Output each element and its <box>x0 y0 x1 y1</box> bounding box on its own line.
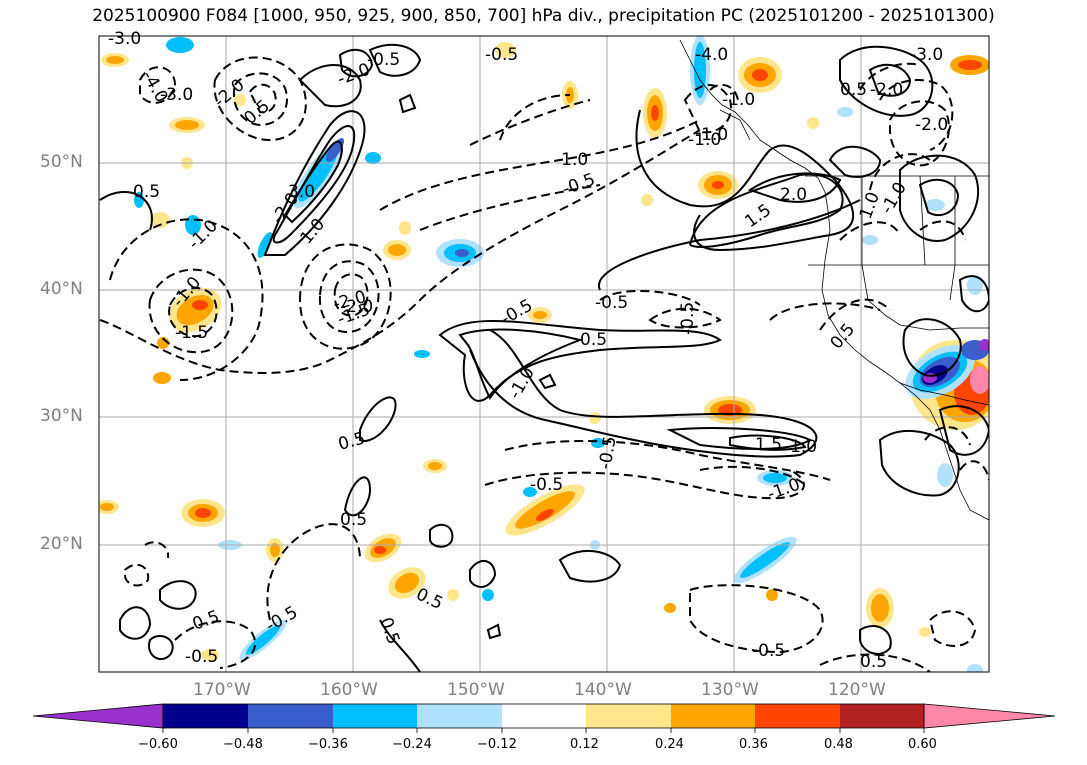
contour-label: -0.5 <box>678 302 698 335</box>
figure-title: 2025100900 F084 [1000, 950, 925, 900, 85… <box>92 6 995 26</box>
colorbar-segment <box>671 704 755 728</box>
contour-label: 1.5 <box>755 435 782 455</box>
colorbar-segment <box>32 703 164 729</box>
lon-label: 120°W <box>828 680 886 700</box>
contour-label: -3.0 <box>108 29 141 49</box>
contour-label: -1.0 <box>722 90 755 110</box>
contour-label: -2.0 <box>915 115 948 135</box>
contours-positive <box>99 43 989 672</box>
contours-negative <box>99 56 989 672</box>
colorbar-tick-label: −0.12 <box>477 737 517 752</box>
lon-label: 170°W <box>193 680 251 700</box>
colorbar-segment <box>333 704 417 728</box>
colorbar-tick-label: 0.12 <box>570 737 599 752</box>
lon-label: 160°W <box>320 680 378 700</box>
contour-label: 0.5 <box>340 510 367 530</box>
colorbar-tick-label: 0.48 <box>824 737 853 752</box>
contour-label: -3.0 <box>910 45 943 65</box>
coastlines <box>679 39 989 521</box>
colorbar-tick-label: 0.24 <box>655 737 684 752</box>
lon-label: 150°W <box>447 680 505 700</box>
contour-label: -0.5 <box>485 45 518 65</box>
contour-label: -0.5 <box>185 647 218 667</box>
colorbar-tick-label: −0.36 <box>308 737 348 752</box>
contour-label: 1.0 <box>790 437 817 457</box>
colorbar <box>32 703 1056 733</box>
contour-label: -0.5 <box>595 293 628 313</box>
contour-label: -1.0 <box>688 130 721 150</box>
contour-label-layer: -3.0 -4.0 -3.0 -2.0 0.5 -2.0 -0.5 -0.5 -… <box>108 29 948 672</box>
colorbar-tick-label: 0.36 <box>739 737 768 752</box>
colorbar-segment <box>502 704 586 728</box>
colorbar-segment <box>755 704 840 728</box>
contour-label: -1.0 <box>555 150 588 170</box>
contour-label: -1.0 <box>695 125 728 145</box>
contour-label: -2.0 <box>870 80 903 100</box>
colorbar-segment <box>417 704 502 728</box>
colorbar-segment <box>923 703 1056 729</box>
colorbar-segment <box>163 704 248 728</box>
colorbar-segment <box>586 704 671 728</box>
contour-label: 3.0 <box>288 182 315 202</box>
contour-label: -3.0 <box>160 85 193 105</box>
lat-label: 30°N <box>40 406 83 426</box>
contour-label: -4.0 <box>695 45 728 65</box>
contour-label: -1.5 <box>175 323 208 343</box>
contour-label: -2.0 <box>340 297 373 317</box>
lon-label: 140°W <box>574 680 632 700</box>
contour-label: -0.5 <box>367 50 400 70</box>
lat-label: 20°N <box>40 534 83 554</box>
gridlines <box>99 36 989 672</box>
colorbar-tick-label: −0.24 <box>392 737 432 752</box>
contour-label: 0.5 <box>860 652 887 672</box>
colorbar-segment <box>248 704 333 728</box>
contour-label: -0.5 <box>530 475 563 495</box>
lon-label: 130°W <box>701 680 759 700</box>
lat-label: 40°N <box>40 279 83 299</box>
map-frame <box>98 35 990 673</box>
colorbar-tick-label: −0.48 <box>223 737 263 752</box>
contour-label: 2.0 <box>780 185 807 205</box>
contour-label: -0.5 <box>752 641 785 661</box>
colorbar-tick-label: 0.60 <box>908 737 937 752</box>
colorbar-segment <box>840 704 924 728</box>
colorbar-tick-label: −0.60 <box>138 737 178 752</box>
contour-label: 0.5 <box>840 80 867 100</box>
lat-label: 50°N <box>40 152 83 172</box>
contour-label: 0.5 <box>580 330 607 350</box>
contour-label: 0.5 <box>133 182 160 202</box>
